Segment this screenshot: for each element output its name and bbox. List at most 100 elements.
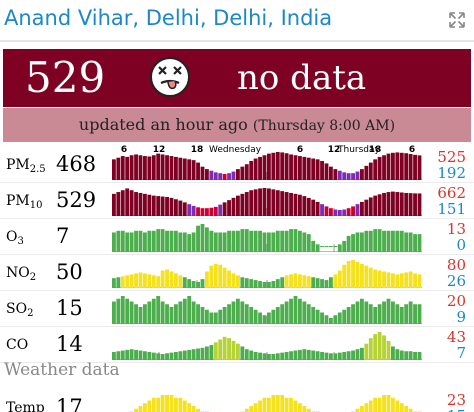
chart-bar: [244, 278, 249, 288]
pollutant-row[interactable]: PM2.5 468 525 192: [0, 147, 474, 183]
chart-bar: [293, 296, 298, 324]
pollutant-history-chart[interactable]: [112, 222, 422, 252]
chart-bar: [187, 296, 192, 324]
chart-bar: [324, 352, 329, 360]
pollutant-history-chart[interactable]: [112, 186, 422, 216]
chart-bar: [408, 301, 413, 324]
chart-bar: [298, 230, 302, 252]
dizzy-face-icon: [150, 57, 190, 97]
chart-bar: [391, 301, 395, 324]
chart-bar: [147, 351, 152, 360]
chart-bar: [258, 281, 262, 288]
chart-bar: [346, 208, 351, 216]
chart-bar: [404, 304, 409, 324]
pollutant-history-chart[interactable]: [112, 393, 422, 412]
chart-bar: [391, 230, 395, 252]
chart-bar: [329, 353, 333, 360]
chart-bar: [306, 157, 311, 180]
chart-bar: [404, 153, 409, 180]
chart-bar: [368, 338, 373, 360]
pollutant-row[interactable]: O3 7 13 0: [0, 219, 474, 255]
pollutant-current-value: 468: [56, 152, 97, 176]
chart-bar: [342, 172, 347, 180]
time-axis: 6 12 18 Wednesday 6 12 18 Thursday 6: [112, 144, 422, 158]
chart-bar: [231, 230, 236, 252]
chart-bar: [258, 230, 262, 252]
pollutant-row[interactable]: Temp 17 2315: [0, 390, 474, 412]
chart-bar: [373, 334, 378, 360]
pollutant-row[interactable]: NO2 50 80 26: [0, 255, 474, 291]
chart-bar: [311, 277, 316, 288]
chart-bar: [315, 278, 320, 288]
chart-bar: [138, 307, 143, 324]
chart-bar: [213, 206, 218, 216]
chart-bar: [377, 304, 382, 324]
pollutant-current-value: 529: [56, 188, 97, 212]
chart-bar: [143, 232, 147, 252]
pollutant-history-chart[interactable]: [112, 294, 422, 324]
chart-bar: [302, 301, 307, 324]
chart-bar: [360, 232, 364, 252]
pollutant-row[interactable]: CO 14 43 7: [0, 327, 474, 363]
pollutant-min-value: 9: [456, 308, 466, 326]
weather-header: Weather data: [4, 360, 120, 380]
chart-bar: [404, 232, 409, 252]
pollutant-history-chart[interactable]: [112, 150, 422, 180]
pollutant-max-value: 23: [446, 391, 466, 409]
chart-bar: [284, 351, 289, 360]
chart-bar: [298, 194, 302, 216]
chart-bar: [342, 209, 347, 216]
chart-bar: [165, 353, 169, 360]
chart-bar: [408, 154, 413, 180]
chart-bar: [240, 166, 245, 180]
chart-bar: [399, 192, 404, 216]
chart-bar: [351, 173, 355, 180]
chart-bar: [386, 192, 391, 216]
chart-bar: [306, 276, 311, 288]
chart-bar: [143, 403, 147, 412]
chart-bar: [289, 154, 293, 180]
chart-bar: [271, 309, 276, 324]
chart-bar: [413, 154, 417, 180]
chart-bar: [205, 346, 209, 360]
chart-bar: [138, 230, 143, 252]
chart-bar: [178, 275, 183, 288]
station-title[interactable]: Anand Vihar, Delhi, Delhi, India: [4, 6, 333, 30]
chart-bar: [160, 229, 165, 252]
chart-bar: [191, 406, 196, 412]
expand-arrows-icon[interactable]: [448, 11, 466, 29]
chart-bar: [355, 301, 360, 324]
chart-bar: [143, 193, 147, 216]
chart-bar: [298, 274, 302, 288]
chart-bar: [174, 230, 178, 252]
pollutant-row[interactable]: SO2 15 20 9: [0, 291, 474, 327]
chart-bar: [417, 234, 422, 252]
chart-bar: [324, 206, 329, 216]
chart-bar: [151, 155, 156, 180]
chart-bar: [355, 261, 360, 288]
chart-bar: [267, 188, 271, 216]
pollutant-subscript: 2.5: [29, 164, 46, 175]
chart-bar: [399, 152, 404, 180]
pollutant-min-value: 0: [456, 236, 466, 254]
chart-bar: [178, 232, 183, 252]
chart-bar: [395, 192, 400, 216]
pollutant-row[interactable]: PM10 529 662 151: [0, 183, 474, 219]
chart-bar: [120, 350, 125, 360]
chart-bar: [382, 301, 386, 324]
chart-bar: [368, 162, 373, 180]
chart-bar: [368, 400, 373, 412]
chart-bar: [240, 229, 245, 252]
chart-bar: [191, 301, 196, 324]
pollutant-name: PM: [6, 193, 30, 209]
chart-bar: [169, 197, 174, 216]
chart-bar: [253, 351, 258, 360]
chart-bar: [151, 352, 156, 360]
pollutant-history-chart[interactable]: [112, 258, 422, 288]
chart-bar: [169, 271, 174, 288]
chart-bar: [329, 246, 333, 247]
chart-bar: [147, 194, 152, 216]
chart-bar: [160, 196, 165, 216]
pollutant-history-chart[interactable]: [112, 330, 422, 360]
chart-bar: [382, 230, 386, 252]
